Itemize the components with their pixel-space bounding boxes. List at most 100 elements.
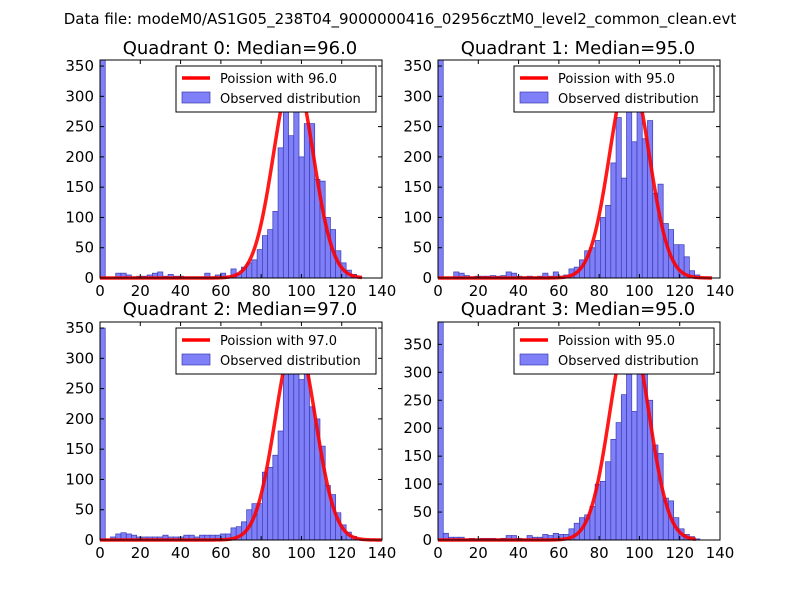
quadrant-2-ytick-label-7: 350	[65, 319, 94, 337]
quadrant-0-xtick-label-7: 140	[368, 282, 397, 300]
quadrant-2-bar-34	[282, 364, 289, 541]
quadrant-2-panel: Quadrant 2: Median=97.0 0 20 40 60 80 100 120 1…	[65, 299, 396, 562]
quadrant-0-bar-32	[277, 147, 284, 279]
quadrant-1-bar-32	[615, 117, 622, 279]
quadrant-3-xtick-label-0: 0	[433, 544, 443, 562]
quadrant-0-xtick-label-2: 40	[171, 282, 190, 300]
quadrant-1-bar-28	[594, 240, 601, 279]
quadrant-1-ytick-label-4: 200	[403, 148, 432, 166]
quadrant-0-legend: Poission with 96.0 Observed distribution	[175, 65, 377, 113]
quadrant-0-legend-bar-swatch	[181, 91, 211, 104]
quadrant-0-bar-31	[272, 211, 279, 279]
quadrant-0-bar-27	[251, 259, 258, 279]
quadrant-1-legend: Poission with 95.0 Observed distribution	[513, 65, 715, 113]
quadrant-3-ytick-label-1: 50	[413, 503, 432, 521]
figure-suptitle: Data file: modeM0/AS1G05_238T04_90000004…	[64, 10, 737, 29]
quadrant-3-ticks: 0 20 40 60 80 100 120 140 0 50 100 150 200 250 300 350	[403, 322, 734, 562]
quadrant-2-ticks: 0 20 40 60 80 100 120 140 0 50 100 150 200 250 300 350	[65, 319, 396, 562]
quadrant-1-xtick-label-4: 80	[590, 282, 609, 300]
quadrant-2-bar-0	[99, 327, 106, 541]
quadrant-1-xtick-label-7: 140	[706, 282, 735, 300]
quadrant-1-ytick-label-1: 50	[413, 239, 432, 257]
quadrant-1-ytick-label-3: 150	[403, 178, 432, 196]
quadrant-2-axes-frame	[99, 321, 383, 541]
quadrant-2-xtick-label-6: 120	[327, 544, 356, 562]
quadrant-0-bar-30	[267, 229, 274, 279]
quadrant-2-ytick-label-4: 200	[65, 410, 94, 428]
quadrant-3-ytick-label-5: 250	[403, 391, 432, 409]
quadrant-0-axes-frame	[99, 59, 383, 279]
quadrant-1-xtick-label-5: 100	[625, 282, 654, 300]
quadrant-3-ytick-label-2: 100	[403, 475, 432, 493]
quadrant-3-bar-33	[610, 439, 617, 541]
quadrant-3-xtick-label-2: 40	[509, 544, 528, 562]
quadrant-1-bar-37	[641, 138, 648, 279]
quadrant-0-ytick-label-4: 200	[65, 148, 94, 166]
quadrant-2-ytick-label-3: 150	[65, 440, 94, 458]
quadrant-0-xtick-label-1: 20	[131, 282, 150, 300]
quadrant-0-xtick-label-5: 100	[287, 282, 316, 300]
quadrant-0-panel: Quadrant 0: Median=96.0 0 20 40 60 80 100 120 1…	[65, 38, 396, 300]
quadrant-1-legend-curve-label: Poission with 95.0	[558, 72, 675, 87]
quadrant-0-ytick-label-7: 350	[65, 57, 94, 75]
quadrant-3-ytick-label-7: 350	[403, 335, 432, 353]
quadrant-0-legend-frame	[175, 65, 377, 113]
quadrant-1-bar-31	[610, 162, 617, 279]
quadrant-3-axes-frame	[437, 321, 721, 541]
quadrant-3-bar-35	[620, 394, 627, 541]
quadrant-0-bar-34	[288, 135, 295, 279]
quadrant-3-xtick-label-1: 20	[469, 544, 488, 562]
quadrant-2-xtick-label-1: 20	[131, 544, 150, 562]
quadrant-2-bar-39	[309, 406, 316, 541]
quadrant-1-ytick-label-0: 0	[422, 269, 432, 287]
quadrant-3-xtick-label-3: 60	[549, 544, 568, 562]
quadrant-0-ytick-label-3: 150	[65, 178, 94, 196]
quadrant-1-ytick-label-5: 250	[403, 118, 432, 136]
quadrant-0-ytick-label-1: 50	[75, 239, 94, 257]
quadrant-0-bar-0	[99, 59, 106, 279]
quadrant-1-panel: Quadrant 1: Median=95.0 0 20 40 60 80 100 120 1…	[403, 38, 734, 300]
quadrant-3-legend-frame	[513, 327, 715, 375]
quadrant-1-bar-34	[626, 89, 633, 279]
quadrant-0-xtick-label-3: 60	[211, 282, 230, 300]
quadrant-0-xtick-label-0: 0	[95, 282, 105, 300]
quadrant-2-legend-frame	[175, 327, 377, 375]
quadrant-3-bar-0	[437, 321, 444, 541]
quadrant-1-ytick-label-7: 350	[403, 57, 432, 75]
quadrant-2-ytick-label-2: 100	[65, 470, 94, 488]
quadrant-2-xtick-label-0: 0	[95, 544, 105, 562]
quadrant-0-bar-29	[262, 235, 268, 279]
quadrant-0-xtick-label-6: 120	[327, 282, 356, 300]
quadrant-2-bar-37	[298, 379, 305, 541]
quadrant-1-bar-0	[437, 59, 444, 279]
quadrant-2-xtick-label-4: 80	[252, 544, 271, 562]
quadrant-0-legend-bar-label: Observed distribution	[220, 92, 361, 107]
quadrant-3-bar-36	[626, 355, 633, 541]
quadrant-0-ticks: 0 20 40 60 80 100 120 140 0 50 100 150 200 250 300 350	[65, 57, 396, 300]
quadrant-0-legend-curve-label: Poission with 96.0	[220, 72, 337, 87]
quadrant-3-bar-32	[605, 461, 612, 541]
quadrant-2-ytick-label-6: 300	[65, 349, 94, 367]
quadrant-2-title: Quadrant 2: Median=97.0	[123, 299, 358, 320]
quadrant-3-legend-bar-swatch	[519, 353, 549, 366]
quadrant-0-xtick-label-4: 80	[252, 282, 271, 300]
quadrant-0-bar-33	[282, 105, 289, 279]
quadrant-0-ytick-label-2: 100	[65, 208, 94, 226]
quadrant-2-bar-38	[303, 367, 310, 541]
quadrant-3-xtick-label-6: 120	[665, 544, 694, 562]
quadrant-1-xtick-label-6: 120	[665, 282, 694, 300]
quadrant-2-xtick-label-5: 100	[287, 544, 316, 562]
quadrant-3-xtick-label-7: 140	[706, 544, 735, 562]
quadrant-0-ytick-label-6: 300	[65, 87, 94, 105]
quadrant-1-ytick-label-2: 100	[403, 208, 432, 226]
quadrant-3-title: Quadrant 3: Median=95.0	[461, 299, 696, 320]
quadrant-3-bar-31	[599, 480, 606, 541]
quadrant-1-xtick-label-2: 40	[509, 282, 528, 300]
quadrant-1-legend-bar-label: Observed distribution	[558, 92, 699, 107]
quadrant-1-xtick-label-1: 20	[469, 282, 488, 300]
quadrant-0-bar-37	[303, 123, 310, 279]
quadrant-2-legend: Poission with 97.0 Observed distribution	[175, 327, 377, 375]
quadrant-0-bar-28	[256, 249, 263, 279]
quadrant-1-bar-33	[620, 177, 627, 279]
